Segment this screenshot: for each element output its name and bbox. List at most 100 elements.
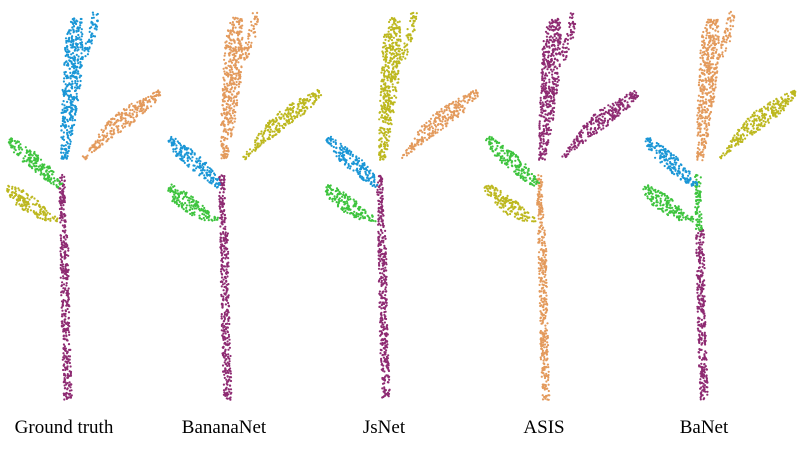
- right-leaf-point: [146, 107, 149, 110]
- stem-lower-point: [59, 237, 63, 240]
- stem-lower-point: [228, 342, 231, 345]
- upper-left-leaf-point: [39, 164, 42, 167]
- lower-left-leaf-point: [353, 210, 356, 213]
- top-leaf-point: [236, 67, 239, 70]
- top-leaf-tip-point: [409, 34, 412, 37]
- top-leaf-point: [388, 108, 391, 111]
- stem-point: [218, 175, 221, 178]
- top-leaf-point: [76, 37, 79, 40]
- stem-lower-point: [220, 251, 223, 254]
- right-leaf-point: [90, 151, 93, 154]
- top-leaf-point: [62, 135, 65, 138]
- top-leaf-tip-point: [241, 53, 244, 56]
- lower-left-leaf-point: [357, 215, 360, 218]
- top-leaf-point: [232, 72, 235, 75]
- stem-lower-point: [68, 361, 71, 365]
- top-leaf-point: [384, 155, 387, 158]
- upper-left-leaf-point: [172, 150, 175, 153]
- top-leaf-point: [75, 53, 78, 57]
- top-leaf-point: [398, 20, 401, 23]
- top-leaf-point: [232, 126, 235, 129]
- top-leaf-point: [239, 44, 242, 47]
- lower-left-leaf-point: [10, 193, 13, 197]
- lower-left-leaf-point: [207, 212, 210, 215]
- top-leaf-point: [231, 27, 235, 30]
- upper-left-leaf-point: [366, 174, 369, 177]
- top-leaf-point: [241, 47, 244, 50]
- right-leaf-point: [111, 117, 114, 120]
- top-leaf-point: [66, 48, 69, 51]
- stem-lower-point: [546, 334, 549, 338]
- top-leaf-point: [238, 31, 241, 34]
- top-leaf-point: [383, 78, 386, 81]
- right-leaf-point: [104, 136, 107, 139]
- stem-lower-point: [62, 343, 65, 346]
- top-leaf-point: [76, 46, 79, 49]
- upper-left-leaf-point: [212, 176, 215, 179]
- stem-lower-point: [224, 367, 227, 370]
- top-leaf-point: [79, 24, 82, 27]
- right-leaf-point: [460, 100, 463, 103]
- lower-left-leaf-point: [191, 196, 194, 199]
- right-leaf-point: [271, 136, 274, 139]
- lower-left-leaf-point: [197, 205, 200, 208]
- right-leaf-point: [298, 100, 301, 103]
- top-leaf-tip-point: [405, 44, 408, 47]
- top-leaf-point: [378, 132, 381, 135]
- right-leaf-point: [121, 124, 124, 127]
- stem-lower-point: [544, 291, 548, 294]
- right-leaf-point: [262, 131, 265, 134]
- stem-lower-point: [378, 264, 381, 267]
- top-leaf-tip-point: [251, 12, 254, 15]
- top-leaf-point: [80, 17, 83, 21]
- top-leaf-point: [72, 25, 76, 28]
- top-leaf-point: [234, 102, 237, 105]
- right-leaf-point: [135, 111, 138, 114]
- top-leaf-point: [389, 116, 392, 119]
- top-leaf-point: [238, 74, 241, 77]
- top-leaf-tip-point: [402, 55, 405, 58]
- stem-lower-point: [67, 298, 70, 301]
- stem-lower-point: [222, 231, 225, 234]
- right-leaf-point: [437, 123, 440, 126]
- stem-point: [223, 221, 226, 224]
- stem-lower-point: [66, 307, 69, 311]
- stem-point: [377, 206, 380, 209]
- stem-lower-point: [540, 242, 543, 245]
- stem-lower-point: [219, 238, 222, 241]
- right-leaf-point: [281, 124, 284, 127]
- lower-left-leaf-point: [361, 208, 364, 211]
- right-leaf-point: [133, 118, 136, 122]
- stem-lower-point: [384, 229, 387, 232]
- top-leaf-point: [63, 71, 66, 74]
- lower-left-leaf-point: [22, 208, 25, 212]
- top-leaf-point: [72, 18, 75, 21]
- stem-point: [59, 191, 62, 194]
- stem-lower-point: [60, 260, 64, 263]
- top-leaf-point: [70, 109, 73, 112]
- stem-lower-point: [220, 264, 223, 268]
- top-leaf-point: [229, 46, 232, 49]
- upper-left-leaf-point: [53, 179, 57, 182]
- upper-left-leaf-point: [32, 162, 35, 165]
- stem-lower-point: [540, 277, 544, 280]
- upper-left-leaf-point: [37, 157, 40, 160]
- top-leaf-point: [237, 46, 240, 49]
- stem-lower-point: [542, 280, 545, 283]
- stem-lower-point: [385, 281, 388, 285]
- top-leaf-point: [69, 142, 72, 146]
- top-leaf-point: [69, 140, 72, 143]
- right-leaf-point: [112, 130, 115, 133]
- lower-left-leaf-point: [48, 212, 52, 215]
- right-leaf-point: [410, 142, 413, 145]
- stem-lower-point: [380, 316, 383, 320]
- right-leaf-point: [423, 136, 426, 139]
- lower-left-leaf-point: [38, 204, 41, 207]
- right-leaf-point: [459, 108, 462, 111]
- stem-lower-point: [385, 304, 388, 307]
- plant-panel-1: [6, 11, 162, 401]
- stem-lower-point: [379, 352, 382, 355]
- stem-lower-point: [66, 351, 69, 354]
- stem-lower-point: [544, 270, 547, 274]
- top-leaf-point: [234, 95, 238, 99]
